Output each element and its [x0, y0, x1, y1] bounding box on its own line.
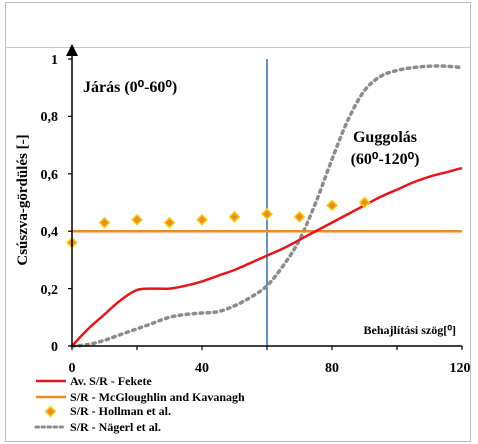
hollman-data-point	[98, 216, 111, 229]
x-tick-label: 80	[325, 361, 339, 376]
hollman-data-point	[195, 213, 209, 226]
y-tick-label: 0	[51, 340, 58, 355]
x-tick-labels: 0 40 80 120	[69, 361, 471, 376]
series-av-s-r-fekete-line	[71, 166, 463, 347]
legend-label: S/R - Hollman et al.	[70, 404, 171, 418]
x-tick-label: 40	[195, 361, 209, 376]
legend-item: S/R - Hollman et al.	[44, 404, 171, 418]
x-tick-label: 0	[69, 361, 76, 376]
legend-label: Av. S/R - Fekete	[70, 374, 152, 388]
legend: Av. S/R - Fekete S/R - McGloughlin and K…	[34, 374, 245, 434]
hollman-data-point	[325, 199, 339, 212]
x-axis-title: Behajlítási szög[⁰]	[364, 323, 456, 337]
hollman-data-point	[163, 216, 176, 229]
walking-annotation: Járás (0⁰-60⁰)	[83, 79, 177, 96]
y-tick-label: 1	[51, 53, 58, 68]
y-axis-title: Csúszva-gördülés [-]	[15, 134, 31, 265]
legend-item: S/R - Nägerl et al.	[34, 420, 161, 434]
hollman-data-point	[260, 207, 274, 220]
legend-label: S/R - McGloughlin and Kavanagh	[70, 390, 245, 404]
x-tick-label: 120	[450, 361, 471, 376]
y-tick-label: 0,8	[41, 110, 59, 125]
legend-label: S/R - Nägerl et al.	[70, 420, 161, 434]
legend-item: S/R - McGloughlin and Kavanagh	[36, 390, 245, 404]
series-s-r-n-gerl-et-al-line	[70, 64, 464, 348]
axes	[66, 44, 463, 350]
legend-item: Av. S/R - Fekete	[36, 374, 152, 388]
y-tick-label: 0,2	[41, 283, 59, 298]
legend-symbol-hollman	[44, 405, 57, 418]
header-divider	[6, 47, 470, 48]
squat-annotation-range: (60⁰-120⁰)	[351, 151, 420, 168]
y-tick-labels: 0 0,2 0,4 0,6 0,8 1	[41, 53, 59, 355]
y-tick-label: 0,4	[41, 225, 59, 240]
series-s-r-hollman-et-al	[65, 196, 371, 249]
hollman-data-point	[228, 210, 241, 223]
chart-frame	[5, 2, 471, 442]
plot-area	[65, 59, 464, 348]
hollman-data-point	[358, 196, 371, 209]
hollman-data-point	[130, 213, 144, 226]
hollman-data-point	[293, 210, 306, 223]
y-tick-label: 0,6	[41, 168, 59, 183]
squat-annotation-title: Guggolás	[353, 129, 417, 146]
